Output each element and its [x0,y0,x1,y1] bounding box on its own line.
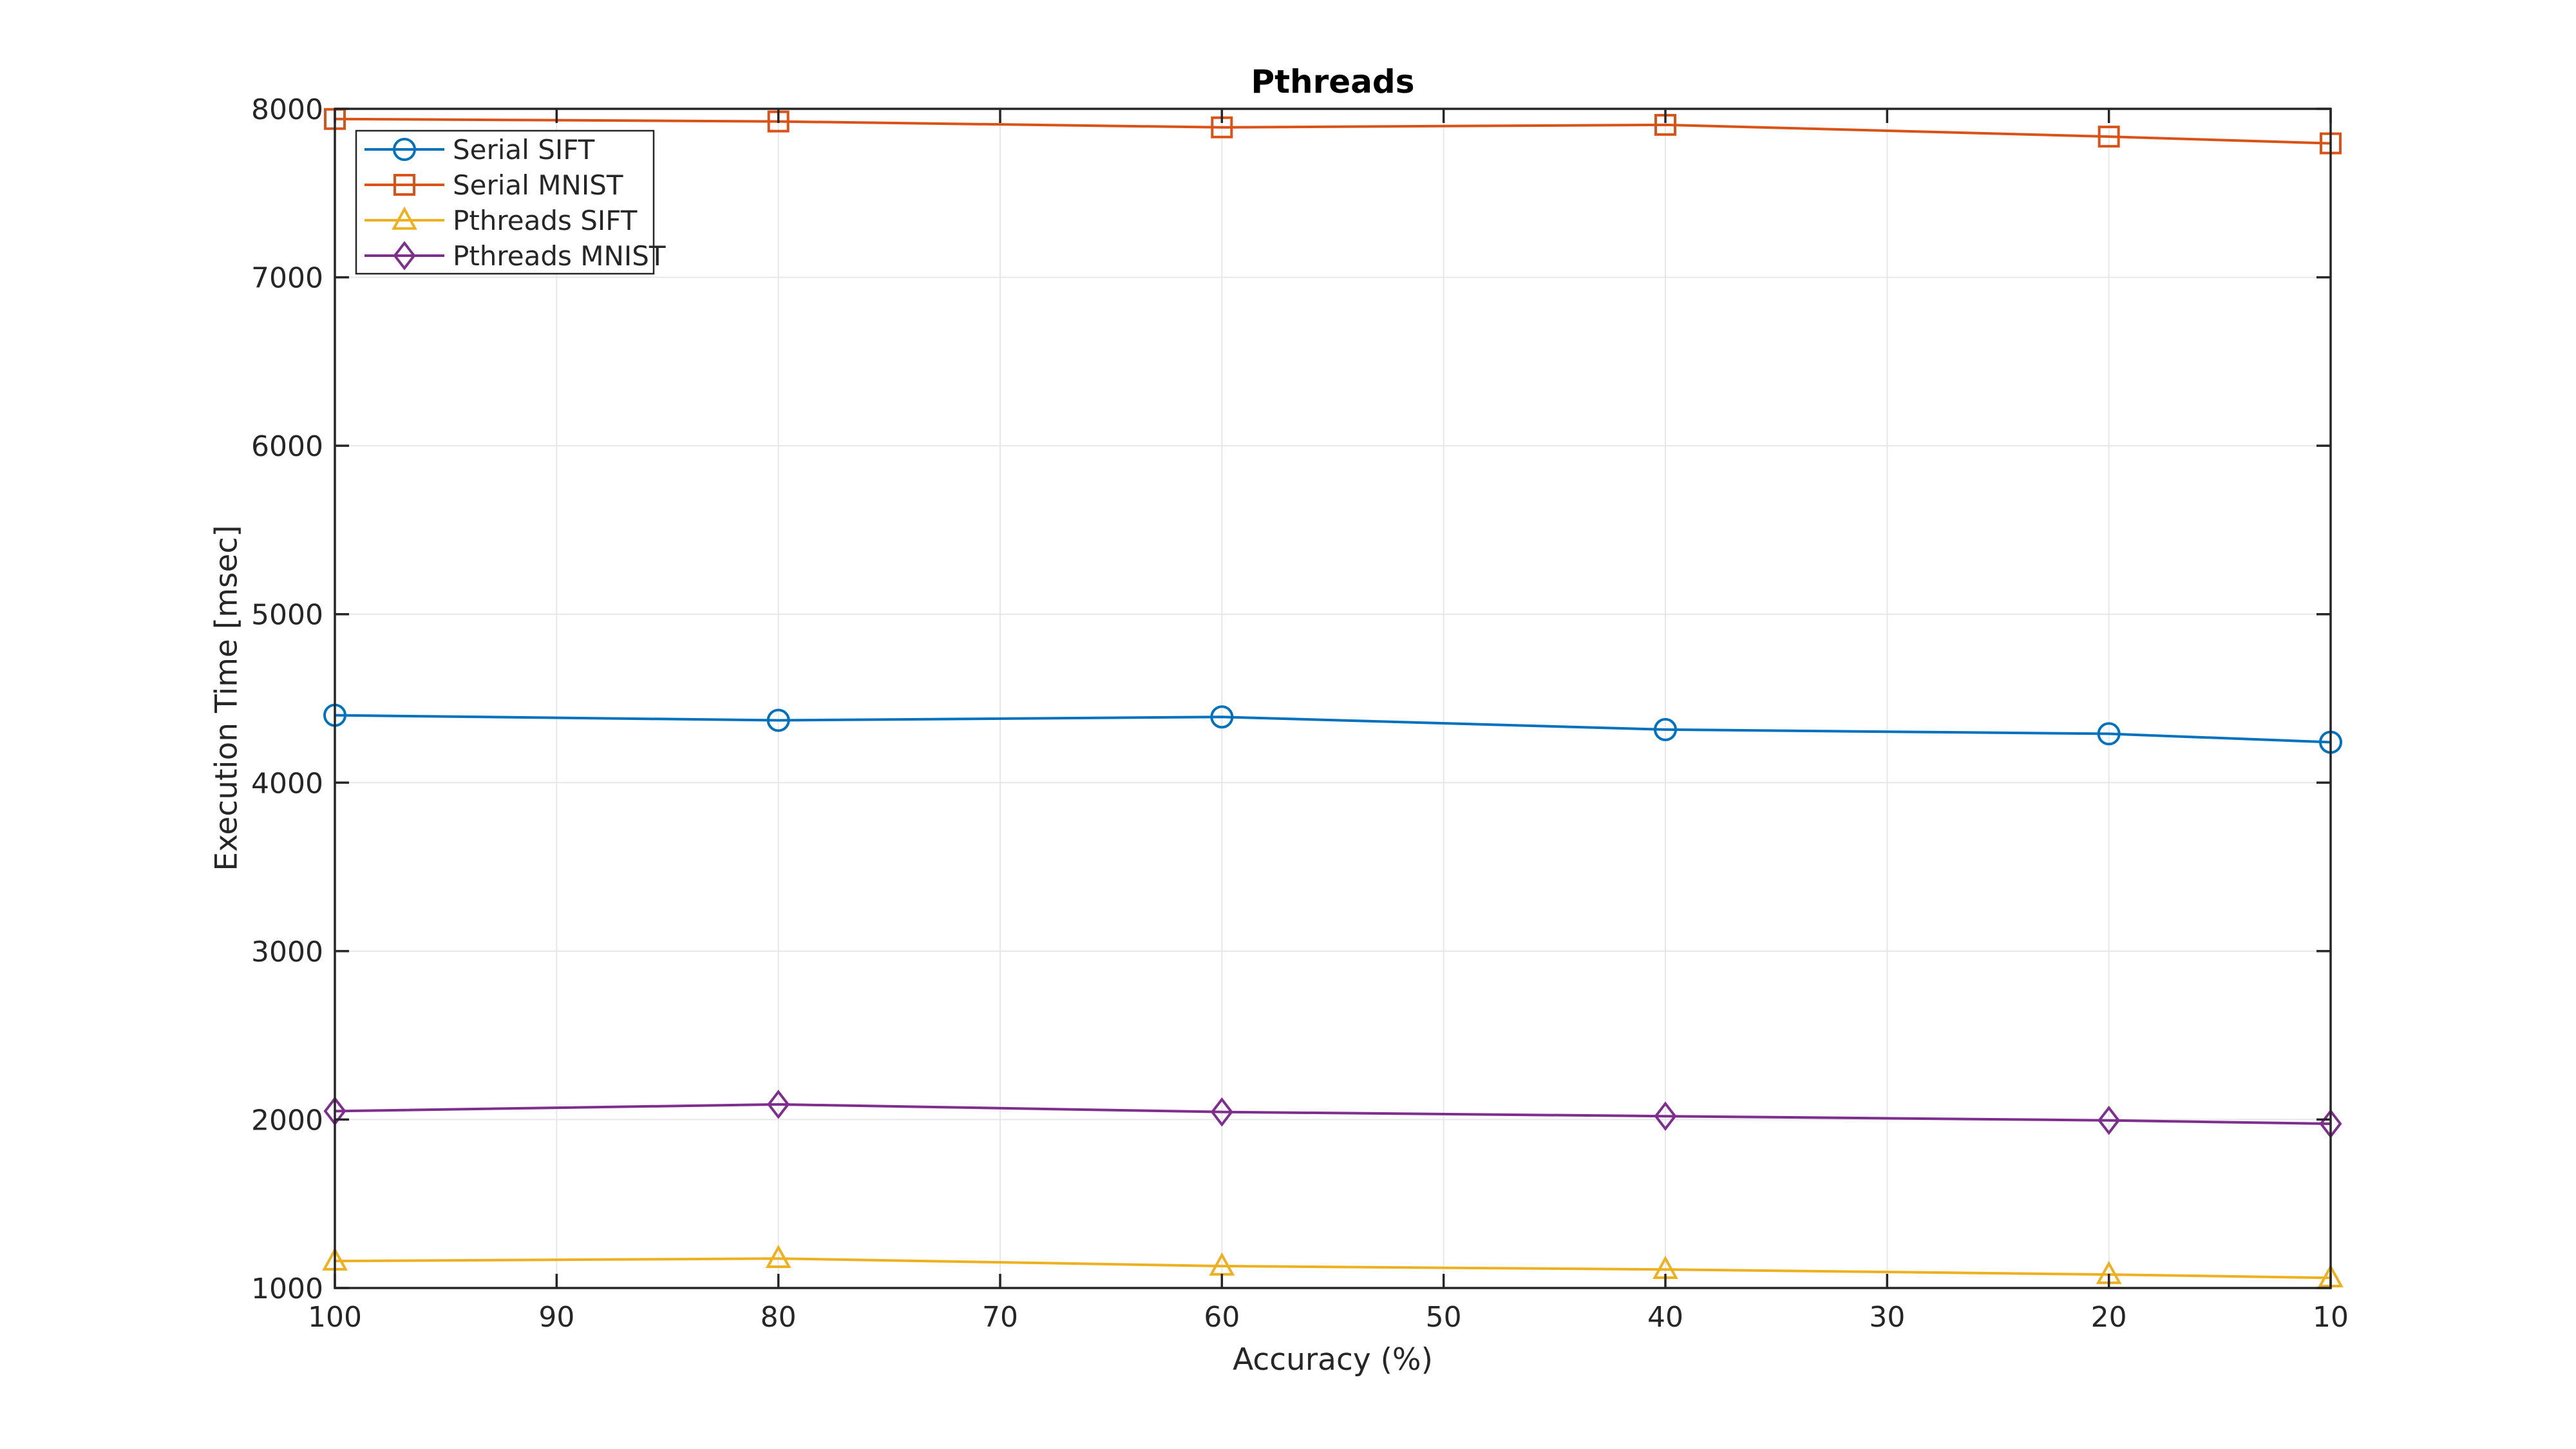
y-tick-label-7000: 7000 [251,262,323,295]
marker-serial-sift-60 [1210,705,1234,729]
legend-square-icon [393,174,415,196]
axes-box [334,108,2332,1289]
x-tick-label-30: 30 [1869,1301,1905,1334]
marker-serial-mnist-80 [767,110,790,133]
y-tick-label-8000: 8000 [251,93,323,126]
legend-label-pthreads-mnist: Pthreads MNIST [453,240,666,272]
x-tick-label-80: 80 [761,1301,797,1334]
legend-triangle-icon [392,206,417,230]
marker-serial-mnist-20 [2098,126,2120,148]
legend-label-pthreads-sift: Pthreads SIFT [453,205,638,236]
legend-label-serial-sift: Serial SIFT [453,134,595,166]
series-line-serial-sift [334,714,2331,744]
marker-serial-mnist-10 [2320,132,2342,155]
y-tick-label-6000: 6000 [251,430,323,463]
legend-box [355,129,655,275]
y-tick-label-1000: 1000 [251,1273,323,1305]
marker-pthreads-sift-80 [765,1244,791,1268]
marker-serial-mnist-40 [1654,113,1676,136]
x-tick-label-20: 20 [2091,1301,2127,1334]
x-tick-label-70: 70 [982,1301,1018,1334]
marker-serial-sift-20 [2097,722,2121,746]
y-tick-label-5000: 5000 [251,599,323,632]
y-axis-label-text: Execution Time [msec] [209,525,245,871]
marker-pthreads-mnist-20 [2098,1105,2121,1135]
legend-circle-icon [393,138,416,161]
x-tick-label-50: 50 [1426,1301,1462,1334]
marker-pthreads-mnist-40 [1654,1101,1677,1131]
series-line-pthreads-sift [334,1257,2331,1280]
x-tick-label-60: 60 [1204,1301,1240,1334]
x-tick-label-40: 40 [1647,1301,1683,1334]
series-line-serial-mnist [334,117,2331,145]
x-axis-label: Accuracy (%) [1233,1342,1433,1378]
y-tick-label-2000: 2000 [251,1104,323,1137]
y-tick-label-4000: 4000 [251,767,323,800]
marker-serial-sift-80 [766,708,790,732]
x-tick-label-100: 100 [308,1301,362,1334]
marker-serial-mnist-60 [1211,116,1233,138]
marker-pthreads-mnist-80 [767,1090,790,1119]
series-line-pthreads-mnist [334,1103,2331,1125]
chart-title: Pthreads [1251,63,1415,100]
x-tick-label-90: 90 [538,1301,574,1334]
marker-pthreads-mnist-60 [1210,1097,1233,1127]
legend-diamond-icon [393,241,416,270]
marker-serial-sift-40 [1654,717,1677,741]
legend-label-serial-mnist: Serial MNIST [453,169,623,201]
x-tick-label-10: 10 [2313,1301,2349,1334]
y-tick-label-3000: 3000 [251,936,323,969]
